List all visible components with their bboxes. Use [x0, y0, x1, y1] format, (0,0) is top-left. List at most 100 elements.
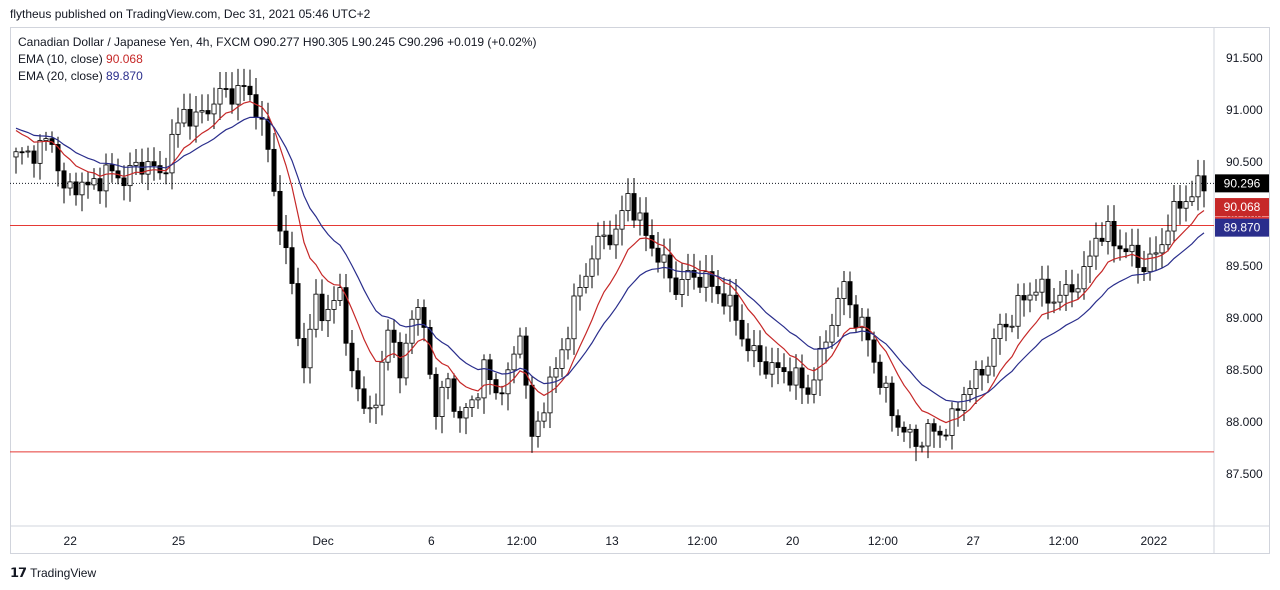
- high-value: 90.305: [311, 35, 349, 49]
- candle-body: [565, 338, 571, 351]
- candle-body: [1045, 278, 1051, 304]
- x-tick-label: 22: [64, 534, 78, 548]
- candle-body: [271, 148, 277, 192]
- candle-body: [121, 177, 127, 187]
- candle-body: [919, 445, 925, 448]
- symbol-name[interactable]: Canadian Dollar / Japanese Yen, 4h, FXCM: [18, 35, 251, 49]
- candle-body: [1123, 248, 1129, 253]
- candle-body: [1183, 201, 1189, 209]
- candle-body: [685, 270, 691, 280]
- candle-body: [1201, 175, 1207, 192]
- x-tick-label: 12:00: [507, 534, 537, 548]
- candle-body: [547, 376, 553, 414]
- candle-body: [733, 294, 739, 321]
- candle-body: [709, 271, 715, 287]
- candle-body: [1195, 175, 1201, 198]
- price-chart[interactable]: 91.50091.00090.50090.00089.50089.00088.5…: [10, 27, 1270, 554]
- candle-body: [1111, 221, 1117, 247]
- candle-body: [481, 359, 487, 399]
- candle-body: [613, 228, 619, 246]
- chart-frame: [10, 27, 1270, 554]
- candle-body: [517, 335, 523, 355]
- candle-body: [1027, 294, 1033, 301]
- candle-body: [79, 181, 85, 196]
- candle-body: [241, 85, 247, 87]
- y-tick-label: 89.500: [1226, 259, 1263, 273]
- candle-body: [229, 88, 235, 105]
- candle-body: [1141, 267, 1147, 273]
- candle-body: [955, 408, 961, 411]
- ema10-line: [15, 100, 1205, 424]
- low-value: 90.245: [358, 35, 395, 49]
- candle-body: [625, 193, 631, 212]
- candle-body: [247, 85, 253, 96]
- candle-body: [799, 367, 805, 389]
- candle-body: [361, 388, 367, 409]
- change-value: +0.019 (+0.02%): [447, 35, 537, 49]
- candle-body: [745, 338, 751, 352]
- candle-body: [895, 415, 901, 428]
- close-value: 90.296: [407, 35, 444, 49]
- candle-body: [511, 353, 517, 371]
- candle-body: [523, 335, 529, 386]
- candle-body: [289, 247, 295, 284]
- candle-body: [427, 327, 433, 375]
- candle-body: [61, 170, 67, 189]
- candle-body: [943, 434, 949, 437]
- ema20-row[interactable]: EMA (20, close) 89.870: [18, 68, 536, 85]
- candle-body: [1117, 245, 1123, 250]
- candle-body: [319, 293, 325, 322]
- candle-body: [835, 298, 841, 326]
- candle-body: [157, 165, 163, 174]
- candle-body: [991, 338, 997, 367]
- candle-body: [577, 287, 583, 297]
- high-label: H: [302, 35, 312, 49]
- ema10-row[interactable]: EMA (10, close) 90.068: [18, 51, 536, 68]
- candle-body: [739, 319, 745, 340]
- candle-body: [979, 369, 985, 376]
- candle-body: [883, 382, 889, 388]
- candle-body: [997, 323, 1003, 339]
- candle-body: [643, 212, 649, 236]
- candle-body: [1033, 291, 1039, 296]
- y-tick-label: 87.500: [1226, 467, 1263, 481]
- candle-body: [1015, 295, 1021, 327]
- candle-body: [295, 283, 301, 339]
- candle-body: [187, 108, 193, 127]
- candle-body: [727, 294, 733, 307]
- candle-body: [253, 94, 259, 118]
- candle-body: [715, 286, 721, 295]
- candle-body: [217, 88, 223, 105]
- candle-body: [931, 423, 937, 432]
- candle-body: [649, 235, 655, 249]
- candle-body: [13, 151, 19, 158]
- candle-body: [91, 178, 97, 186]
- candle-body: [607, 234, 613, 246]
- candle-body: [145, 161, 151, 175]
- candle-body: [1009, 325, 1015, 328]
- candle-body: [1081, 266, 1087, 290]
- candle-body: [529, 384, 535, 437]
- candle-body: [697, 276, 703, 288]
- ema10-value: 90.068: [106, 52, 143, 66]
- candle-body: [775, 362, 781, 368]
- candle-body: [301, 338, 307, 369]
- footer-brand[interactable]: 𝟭𝟳 TradingView: [10, 565, 96, 581]
- candle-body: [223, 88, 229, 90]
- candle-body: [181, 108, 187, 124]
- candle-body: [1093, 237, 1099, 257]
- candle-body: [553, 367, 559, 378]
- candle-body: [877, 361, 883, 388]
- candle-body: [457, 410, 463, 419]
- candle-body: [961, 394, 967, 411]
- price-label-badge: [1215, 198, 1269, 217]
- y-tick-label: 88.500: [1226, 363, 1263, 377]
- candle-body: [403, 342, 409, 379]
- x-tick-label: Dec: [312, 534, 333, 548]
- candle-body: [1063, 284, 1069, 296]
- candle-body: [967, 388, 973, 395]
- candle-body: [637, 212, 643, 221]
- candle-body: [655, 247, 661, 263]
- candle-body: [337, 287, 343, 301]
- price-label-badge: [1215, 174, 1269, 193]
